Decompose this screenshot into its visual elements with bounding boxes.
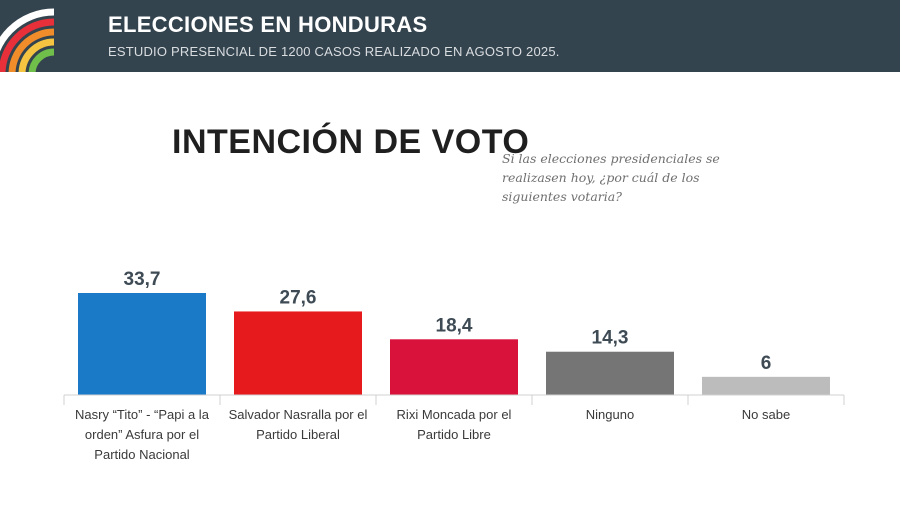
chart-title: INTENCIÓN DE VOTO	[172, 123, 530, 161]
value-label-3: 18,4	[436, 315, 473, 336]
survey-question: Si las elecciones presidenciales se real…	[502, 151, 720, 204]
value-label-5: 6	[761, 353, 772, 374]
value-label-2: 27,6	[280, 287, 317, 308]
bar-1	[78, 293, 206, 395]
value-label-4: 14,3	[592, 328, 629, 349]
header-title: ELECCIONES EN HONDURAS	[108, 12, 428, 37]
bar-3	[390, 339, 518, 395]
header-subtitle: ESTUDIO PRESENCIAL DE 1200 CASOS REALIZA…	[108, 44, 560, 59]
category-label-1: Nasry “Tito” - “Papi a la orden” Asfura …	[75, 407, 209, 462]
category-label-3: Rixi Moncada por el Partido Libre	[396, 407, 512, 442]
category-label-2: Salvador Nasralla por el Partido Liberal	[228, 407, 368, 442]
bar-2	[234, 311, 362, 395]
bar-4	[546, 351, 674, 395]
bar-5	[702, 376, 830, 395]
rainbow-logo-icon	[0, 8, 55, 72]
category-label-4: Ninguno	[585, 407, 635, 422]
header-banner: ELECCIONES EN HONDURAS ESTUDIO PRESENCIA…	[0, 0, 900, 72]
category-label-5: No sabe	[741, 407, 791, 422]
value-label-1: 33,7	[124, 269, 161, 290]
